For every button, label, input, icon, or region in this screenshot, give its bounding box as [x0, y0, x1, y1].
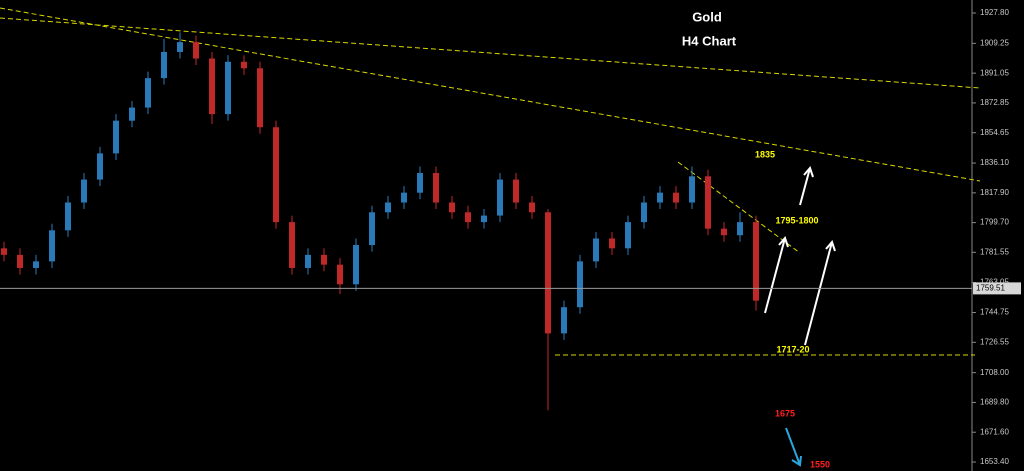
- arrow: [785, 427, 802, 467]
- candle-body: [49, 230, 55, 262]
- candle-body: [289, 222, 295, 268]
- candle-body: [689, 176, 695, 203]
- candle-body: [641, 202, 647, 223]
- candle-body: [625, 222, 631, 249]
- candle-body: [433, 173, 439, 203]
- candle-body: [257, 68, 263, 128]
- annotation: 1717-20: [776, 344, 809, 354]
- candle-body: [193, 42, 199, 59]
- y-tick-label: 1744.75: [980, 308, 1009, 317]
- candle-body: [321, 254, 327, 265]
- arrow: [799, 166, 814, 206]
- y-tick-label: 1653.40: [980, 457, 1009, 466]
- candle-body: [177, 42, 183, 52]
- annotation: 1835: [755, 149, 775, 159]
- candle-body: [721, 228, 727, 236]
- y-tick-label: 1891.05: [980, 68, 1009, 77]
- candle-body: [593, 238, 599, 262]
- candle-body: [17, 254, 23, 268]
- y-tick-label: 1781.55: [980, 247, 1009, 256]
- candle-body: [449, 202, 455, 213]
- chart-subtitle: H4 Chart: [682, 33, 737, 48]
- arrow: [764, 236, 789, 314]
- annotation: 1550: [810, 459, 830, 469]
- candle-body: [97, 153, 103, 180]
- candle-body: [481, 215, 487, 223]
- candle-body: [657, 192, 663, 203]
- annotation: 1795-1800: [775, 215, 818, 225]
- candle-body: [209, 58, 215, 115]
- y-tick-label: 1836.10: [980, 158, 1009, 167]
- y-tick-label: 1689.80: [980, 398, 1009, 407]
- candle-body: [1, 248, 7, 255]
- trend-line: [0, 17, 981, 89]
- candle-body: [353, 245, 359, 285]
- candle-body: [113, 120, 119, 154]
- candle-body: [81, 179, 87, 203]
- annotation: 1675: [775, 408, 795, 418]
- plot: [1, 32, 759, 411]
- candle-body: [65, 202, 71, 231]
- candle-body: [225, 61, 231, 115]
- y-tick-label: 1854.65: [980, 128, 1009, 137]
- candle-body: [513, 179, 519, 203]
- candle-body: [161, 51, 167, 79]
- candle-body: [737, 222, 743, 236]
- arrow: [804, 240, 836, 346]
- candle-body: [129, 107, 135, 121]
- candle-body: [705, 176, 711, 229]
- last-price-label: 1759.51: [976, 283, 1005, 292]
- candle-body: [577, 261, 583, 308]
- candle-body: [337, 264, 343, 285]
- candle-body: [465, 212, 471, 223]
- y-tick-label: 1726.55: [980, 337, 1009, 346]
- y-tick-label: 1872.85: [980, 98, 1009, 107]
- y-tick-label: 1708.00: [980, 368, 1009, 377]
- candle-body: [33, 261, 39, 268]
- candle-body: [673, 192, 679, 203]
- candle-body: [241, 61, 247, 69]
- y-tick-label: 1799.70: [980, 218, 1009, 227]
- candle-body: [753, 222, 759, 301]
- candle-body: [369, 212, 375, 246]
- candle-body: [145, 78, 151, 108]
- candle-body: [401, 192, 407, 203]
- y-tick-label: 1927.80: [980, 8, 1009, 17]
- y-tick-label: 1909.25: [980, 38, 1009, 47]
- candle-body: [385, 202, 391, 213]
- last-price-box: [973, 282, 1021, 295]
- candle-body: [609, 238, 615, 249]
- y-tick-label: 1671.60: [980, 427, 1009, 436]
- candle-body: [561, 307, 567, 334]
- candle-body: [545, 212, 551, 334]
- candle-body: [273, 127, 279, 223]
- candle-body: [417, 173, 423, 193]
- chart-title: Gold: [692, 9, 722, 24]
- y-tick-label: 1817.90: [980, 188, 1009, 197]
- trend-line: [0, 7, 981, 182]
- trend-line: [677, 161, 801, 254]
- y-tick-label: 1763.05: [980, 278, 1009, 287]
- candle-body: [529, 202, 535, 213]
- candle-body: [497, 179, 503, 216]
- candle-body: [305, 254, 311, 268]
